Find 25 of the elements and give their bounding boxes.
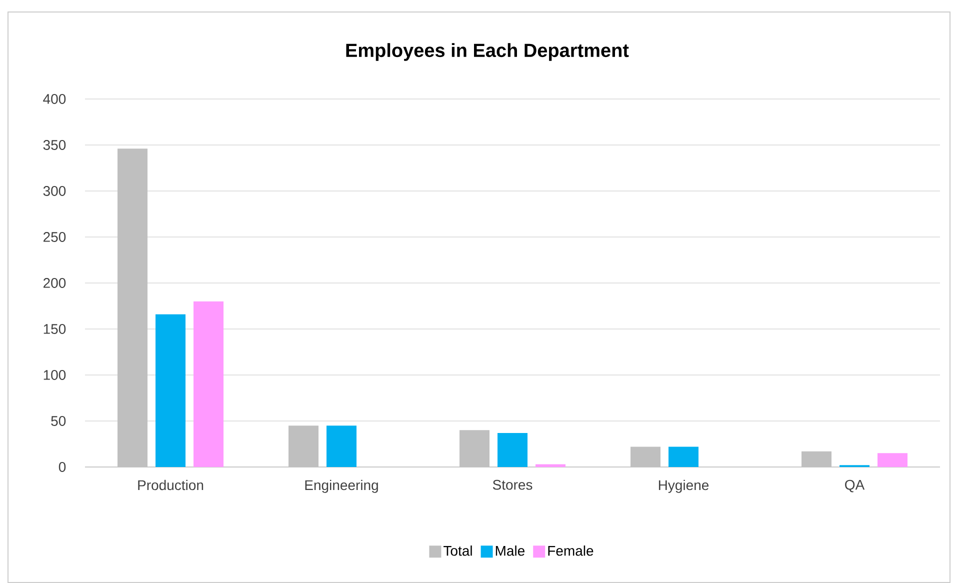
- y-tick-label: 50: [51, 416, 66, 426]
- x-tick-label: Stores: [492, 480, 532, 490]
- y-tick-label: 100: [44, 370, 66, 380]
- x-tick-label: Production: [138, 480, 204, 490]
- legend-label: Total: [444, 546, 472, 556]
- y-tick-label: 150: [44, 324, 66, 334]
- x-tick-label: QA: [845, 480, 865, 492]
- y-tick-label: 400: [43, 94, 66, 104]
- bar: [498, 432, 528, 467]
- bar: [194, 301, 224, 467]
- chart-title: Employees in Each Department: [346, 43, 629, 61]
- legend-label: Female: [548, 546, 594, 556]
- y-tick-label: 250: [43, 232, 66, 242]
- x-tick-label: Engineering: [305, 480, 378, 493]
- bar: [536, 464, 566, 467]
- y-tick-label: 300: [43, 186, 66, 196]
- y-tick-label: 200: [43, 278, 66, 288]
- y-tick-label: 350: [43, 140, 66, 150]
- bar: [668, 446, 698, 467]
- legend-label: Male: [496, 546, 524, 556]
- y-tick-label: 0: [58, 462, 66, 472]
- bar: [878, 453, 908, 467]
- x-tick-label: Hygiene: [658, 480, 709, 493]
- bar: [156, 314, 186, 467]
- bar: [326, 426, 357, 467]
